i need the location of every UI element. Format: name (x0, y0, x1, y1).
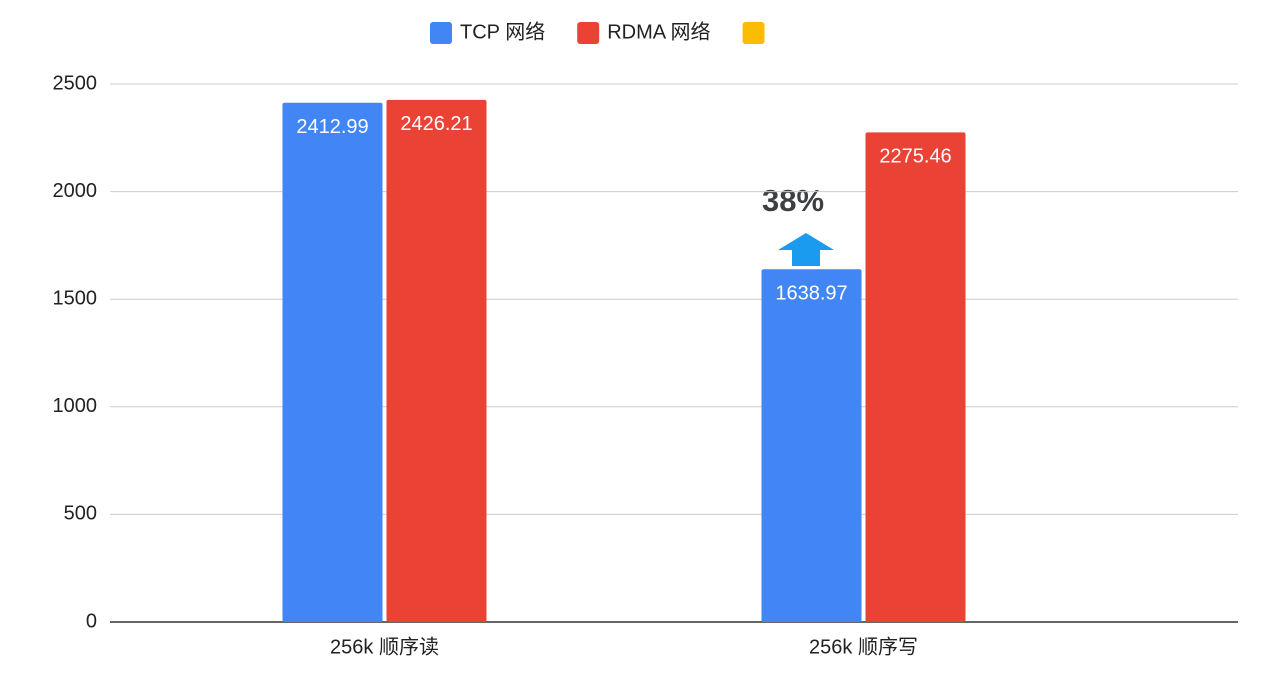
x-tick-label: 256k 顺序写 (809, 635, 918, 658)
annotation: 38% (762, 183, 824, 218)
bar (865, 132, 966, 622)
y-tick-label: 1000 (53, 395, 98, 417)
legend-swatch (742, 22, 765, 44)
legend-swatch (430, 22, 452, 44)
bar (761, 269, 862, 622)
legend-swatch (577, 22, 600, 44)
data-label: 1638.97 (775, 283, 847, 305)
data-label: 2412.99 (296, 116, 368, 138)
y-tick-label: 2000 (53, 180, 98, 202)
y-tick-label: 500 (64, 503, 97, 525)
legend-label: TCP 网络 (460, 20, 545, 43)
data-label: 2426.21 (400, 113, 472, 135)
y-tick-label: 2500 (53, 72, 98, 94)
legend-label: RDMA 网络 (607, 20, 710, 43)
y-tick-label: 1500 (53, 287, 98, 309)
bar (386, 99, 487, 622)
x-tick-label: 256k 顺序读 (330, 635, 439, 658)
y-tick-label: 0 (86, 610, 97, 632)
arrow (778, 233, 834, 266)
bar (282, 102, 383, 622)
data-label: 2275.46 (879, 146, 951, 168)
